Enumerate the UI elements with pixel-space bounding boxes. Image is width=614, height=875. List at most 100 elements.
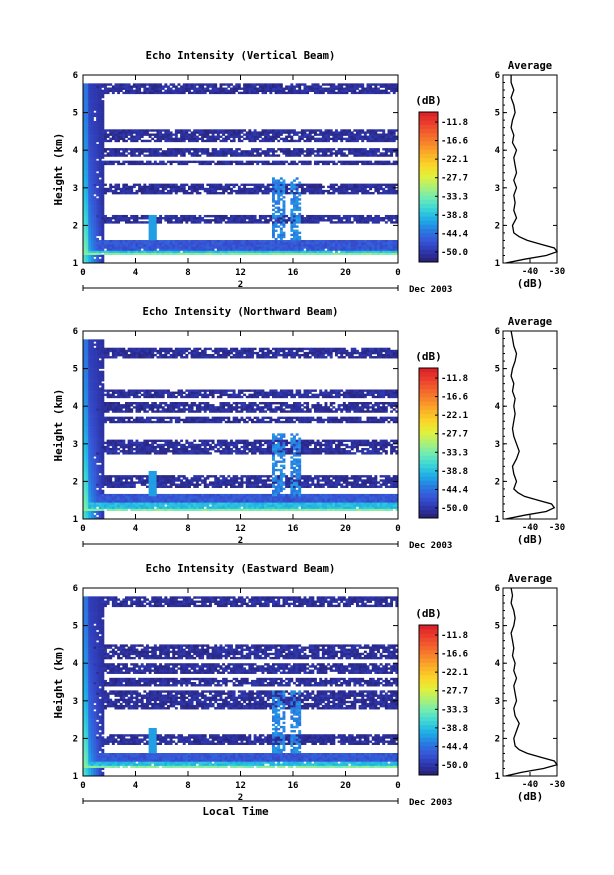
heatmap-cell xyxy=(198,191,202,195)
heatmap-cell xyxy=(361,250,365,253)
heatmap-cell xyxy=(172,91,176,95)
heatmap-cell xyxy=(93,464,97,468)
heatmap-cell xyxy=(274,206,278,209)
heatmap-cell xyxy=(114,89,118,93)
heatmap-cell xyxy=(277,139,281,143)
heatmap-cell xyxy=(96,427,100,430)
heatmap-cell xyxy=(332,137,336,141)
heatmap-cell xyxy=(83,516,86,520)
heatmap-cell xyxy=(90,158,94,161)
heatmap-cell xyxy=(98,362,102,365)
heatmap-cell xyxy=(371,185,375,189)
heatmap-cell xyxy=(240,139,244,143)
heatmap-cell xyxy=(109,160,113,164)
heatmap-cell xyxy=(348,83,352,86)
panel-1: Echo Intensity (Vertical Beam)123456Heig… xyxy=(52,50,565,295)
heatmap-cell xyxy=(321,240,325,243)
heatmap-cell xyxy=(83,260,86,264)
heatmap-cell xyxy=(96,148,100,151)
heatmap-cell xyxy=(106,244,110,247)
heatmap-cell xyxy=(156,137,160,141)
heatmap-cell xyxy=(83,160,86,164)
heatmap-cell xyxy=(88,475,92,478)
heatmap-cell xyxy=(83,137,86,141)
heatmap-cell xyxy=(96,364,100,367)
heatmap-cell xyxy=(104,85,107,88)
heatmap-cell xyxy=(169,183,173,187)
heatmap-cell xyxy=(392,131,396,134)
heatmap-cell xyxy=(356,185,359,189)
heatmap-cell xyxy=(167,139,170,143)
heatmap-cell xyxy=(101,233,105,237)
heatmap-cell xyxy=(340,131,344,134)
heatmap-cell xyxy=(85,496,89,499)
heatmap-cell xyxy=(251,187,254,191)
heatmap-cell xyxy=(306,240,310,243)
heatmap-cell xyxy=(290,225,294,228)
heatmap-cell xyxy=(101,123,105,126)
heatmap-cell xyxy=(319,219,323,222)
heatmap-cell xyxy=(83,225,86,228)
heatmap-cell xyxy=(132,185,136,189)
colorbar-segment xyxy=(419,137,438,142)
heatmap-cell xyxy=(90,427,94,430)
heatmap-cell xyxy=(308,240,312,243)
heatmap-cell xyxy=(206,89,210,93)
heatmap-cell xyxy=(111,246,115,249)
heatmap-cell xyxy=(88,143,92,147)
heatmap-cell xyxy=(104,214,107,218)
heatmap-cell xyxy=(266,150,270,153)
heatmap-cell xyxy=(88,418,92,422)
heatmap-cell xyxy=(101,206,105,209)
heatmap-cell xyxy=(390,133,394,136)
heatmap-cell xyxy=(98,129,102,132)
heatmap-cell xyxy=(85,235,89,239)
heatmap-cell xyxy=(151,221,155,224)
heatmap-cell xyxy=(156,252,160,255)
heatmap-cell xyxy=(83,256,86,260)
heatmap-cell xyxy=(282,152,286,155)
heatmap-cell xyxy=(311,83,315,86)
heatmap-cell xyxy=(274,223,278,226)
heatmap-cell xyxy=(101,504,105,507)
heatmap-cell xyxy=(83,404,86,407)
heatmap-cell xyxy=(277,133,281,136)
heatmap-cell xyxy=(258,189,262,193)
heatmap-cell xyxy=(85,516,89,520)
colorbar-segment xyxy=(419,224,438,229)
heatmap-cell xyxy=(237,214,241,218)
heatmap-cell xyxy=(295,242,299,245)
heatmap-cell xyxy=(109,418,113,422)
heatmap-cell xyxy=(279,87,283,90)
heatmap-cell xyxy=(98,370,102,374)
heatmap-cell xyxy=(83,498,86,501)
heatmap-cell xyxy=(245,214,249,218)
heatmap-cell xyxy=(83,91,86,95)
heatmap-cell xyxy=(169,250,173,253)
heatmap-cell xyxy=(140,191,144,195)
heatmap-cell xyxy=(153,235,157,239)
heatmap-cell xyxy=(201,83,205,86)
heatmap-cell xyxy=(369,219,373,222)
panel-title: Echo Intensity (Northward Beam) xyxy=(143,306,339,318)
heatmap-cell xyxy=(104,447,107,451)
heatmap-cell xyxy=(153,187,157,191)
heatmap-cell xyxy=(98,483,102,486)
heatmap-cell xyxy=(382,133,386,136)
heatmap-cell xyxy=(371,154,375,157)
heatmap-cell xyxy=(353,242,357,245)
heatmap-cell xyxy=(111,131,115,134)
heatmap-cell xyxy=(182,129,186,132)
heatmap-cell xyxy=(169,244,173,247)
heatmap-cell xyxy=(369,162,373,166)
heatmap-cell xyxy=(243,183,247,187)
heatmap-cell xyxy=(169,246,173,249)
heatmap-cell xyxy=(371,135,375,138)
heatmap-cell xyxy=(88,447,92,451)
heatmap-cell xyxy=(90,360,94,363)
heatmap-cell xyxy=(219,135,223,138)
heatmap-cell xyxy=(182,148,186,151)
heatmap-cell xyxy=(98,381,102,384)
heatmap-cell xyxy=(190,221,194,224)
heatmap-cell xyxy=(90,356,94,359)
